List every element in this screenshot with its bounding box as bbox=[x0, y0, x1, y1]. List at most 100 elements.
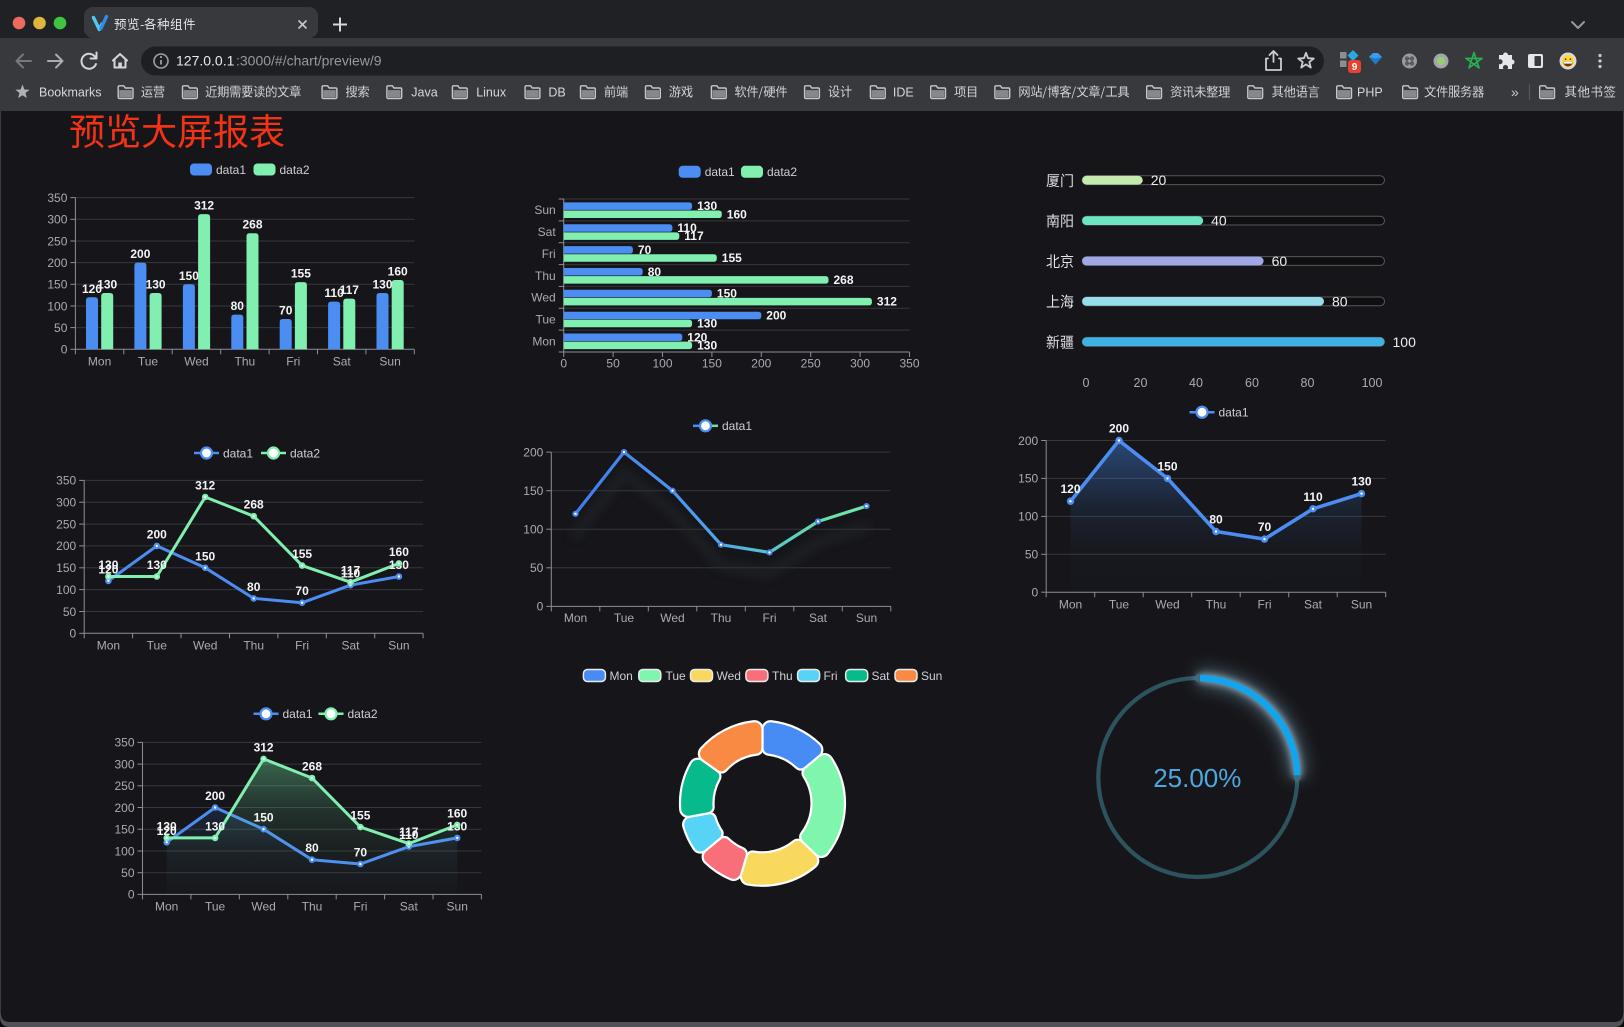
svg-text:100: 100 bbox=[47, 299, 67, 313]
svg-text:110: 110 bbox=[677, 221, 697, 235]
svg-text:0: 0 bbox=[70, 627, 77, 641]
svg-text:70: 70 bbox=[1258, 520, 1272, 534]
svg-text:50: 50 bbox=[530, 561, 544, 575]
svg-text:117: 117 bbox=[399, 825, 419, 839]
svg-text:150: 150 bbox=[47, 278, 67, 292]
svg-text:50: 50 bbox=[54, 321, 68, 335]
svg-text:data1: data1 bbox=[283, 707, 313, 721]
svg-text:100: 100 bbox=[523, 523, 543, 537]
svg-text:Sun: Sun bbox=[447, 900, 468, 914]
svg-text:155: 155 bbox=[722, 251, 742, 265]
svg-text:150: 150 bbox=[717, 287, 737, 301]
svg-text:312: 312 bbox=[194, 199, 214, 213]
svg-text:Sat: Sat bbox=[333, 355, 352, 369]
svg-text:DB: DB bbox=[548, 86, 565, 100]
svg-text:350: 350 bbox=[47, 191, 67, 205]
svg-text:160: 160 bbox=[388, 265, 408, 279]
svg-text:312: 312 bbox=[254, 740, 274, 754]
svg-text:130: 130 bbox=[157, 819, 177, 833]
svg-text:50: 50 bbox=[63, 605, 77, 619]
svg-text:300: 300 bbox=[850, 357, 870, 371]
svg-text:110: 110 bbox=[341, 567, 361, 581]
svg-text:130: 130 bbox=[697, 199, 717, 213]
svg-text:155: 155 bbox=[350, 809, 370, 823]
svg-text:Tue: Tue bbox=[614, 611, 635, 625]
svg-text:130: 130 bbox=[697, 317, 717, 331]
svg-text:268: 268 bbox=[834, 273, 854, 287]
svg-text:250: 250 bbox=[56, 517, 76, 531]
svg-text:200: 200 bbox=[147, 527, 167, 541]
svg-text:»: » bbox=[1511, 84, 1519, 100]
svg-text:9: 9 bbox=[1352, 62, 1358, 73]
svg-text:Sat: Sat bbox=[872, 669, 891, 683]
svg-text:100: 100 bbox=[1018, 510, 1038, 524]
svg-text:50: 50 bbox=[121, 866, 135, 880]
svg-text:160: 160 bbox=[447, 806, 467, 820]
svg-text:Mon: Mon bbox=[532, 334, 555, 348]
svg-text:25.00%: 25.00% bbox=[1153, 763, 1241, 793]
svg-text:250: 250 bbox=[47, 234, 67, 248]
svg-text:100: 100 bbox=[652, 357, 672, 371]
svg-text:120: 120 bbox=[1060, 482, 1080, 496]
svg-text:Sun: Sun bbox=[388, 639, 409, 653]
svg-text:150: 150 bbox=[1018, 472, 1038, 486]
svg-text:Sun: Sun bbox=[534, 203, 555, 217]
svg-text:130: 130 bbox=[97, 278, 117, 292]
svg-text:0: 0 bbox=[128, 888, 135, 902]
svg-text:40: 40 bbox=[1211, 213, 1227, 229]
svg-text:Tue: Tue bbox=[205, 900, 226, 914]
svg-text:50: 50 bbox=[606, 357, 620, 371]
svg-text:150: 150 bbox=[1157, 459, 1177, 473]
svg-text:268: 268 bbox=[302, 760, 322, 774]
svg-text:117: 117 bbox=[341, 564, 361, 578]
svg-text:120: 120 bbox=[98, 562, 118, 576]
svg-text:data2: data2 bbox=[290, 446, 320, 460]
svg-text:Sun: Sun bbox=[379, 355, 400, 369]
svg-text:200: 200 bbox=[130, 247, 150, 261]
svg-text:117: 117 bbox=[340, 283, 360, 297]
svg-text:130: 130 bbox=[98, 558, 118, 572]
svg-text:70: 70 bbox=[295, 584, 309, 598]
svg-text:Fri: Fri bbox=[286, 355, 300, 369]
svg-text:Fri: Fri bbox=[763, 611, 777, 625]
svg-text:Thu: Thu bbox=[535, 269, 556, 283]
svg-text:Tue: Tue bbox=[138, 355, 159, 369]
svg-text:Mon: Mon bbox=[564, 611, 587, 625]
svg-text:Fri: Fri bbox=[542, 247, 556, 261]
svg-text:Mon: Mon bbox=[88, 355, 111, 369]
svg-text:200: 200 bbox=[766, 309, 786, 323]
svg-text:data1: data1 bbox=[216, 163, 246, 177]
svg-text:Tue: Tue bbox=[535, 313, 556, 327]
svg-text:Thu: Thu bbox=[711, 611, 732, 625]
svg-text:130: 130 bbox=[146, 278, 166, 292]
svg-text:200: 200 bbox=[1018, 434, 1038, 448]
svg-text:130: 130 bbox=[205, 819, 225, 833]
svg-text:312: 312 bbox=[877, 295, 897, 309]
svg-text:200: 200 bbox=[751, 357, 771, 371]
svg-text:70: 70 bbox=[638, 243, 652, 257]
svg-text:127.0.0.1: 127.0.0.1 bbox=[176, 53, 235, 69]
svg-text:100: 100 bbox=[114, 844, 134, 858]
svg-text:130: 130 bbox=[697, 338, 717, 352]
svg-text:data1: data1 bbox=[223, 446, 253, 460]
svg-text:200: 200 bbox=[205, 789, 225, 803]
svg-text:268: 268 bbox=[244, 498, 264, 512]
svg-text:350: 350 bbox=[899, 357, 919, 371]
svg-text:200: 200 bbox=[1109, 422, 1129, 436]
svg-text:Tue: Tue bbox=[1109, 598, 1130, 612]
svg-text:117: 117 bbox=[684, 229, 704, 243]
svg-text:150: 150 bbox=[195, 549, 215, 563]
svg-text::3000/#/chart/preview/9: :3000/#/chart/preview/9 bbox=[236, 53, 382, 69]
svg-text:Mon: Mon bbox=[97, 639, 120, 653]
svg-text:Wed: Wed bbox=[184, 355, 208, 369]
svg-text:Sat: Sat bbox=[1304, 598, 1323, 612]
svg-text:50: 50 bbox=[1025, 548, 1039, 562]
svg-text:Mon: Mon bbox=[155, 900, 178, 914]
svg-text:80: 80 bbox=[648, 265, 662, 279]
svg-text:268: 268 bbox=[242, 218, 262, 232]
svg-text:110: 110 bbox=[1303, 490, 1323, 504]
svg-text:Tue: Tue bbox=[666, 669, 687, 683]
svg-text:0: 0 bbox=[560, 357, 567, 371]
svg-text:100: 100 bbox=[56, 583, 76, 597]
svg-text:Mon: Mon bbox=[1059, 598, 1082, 612]
